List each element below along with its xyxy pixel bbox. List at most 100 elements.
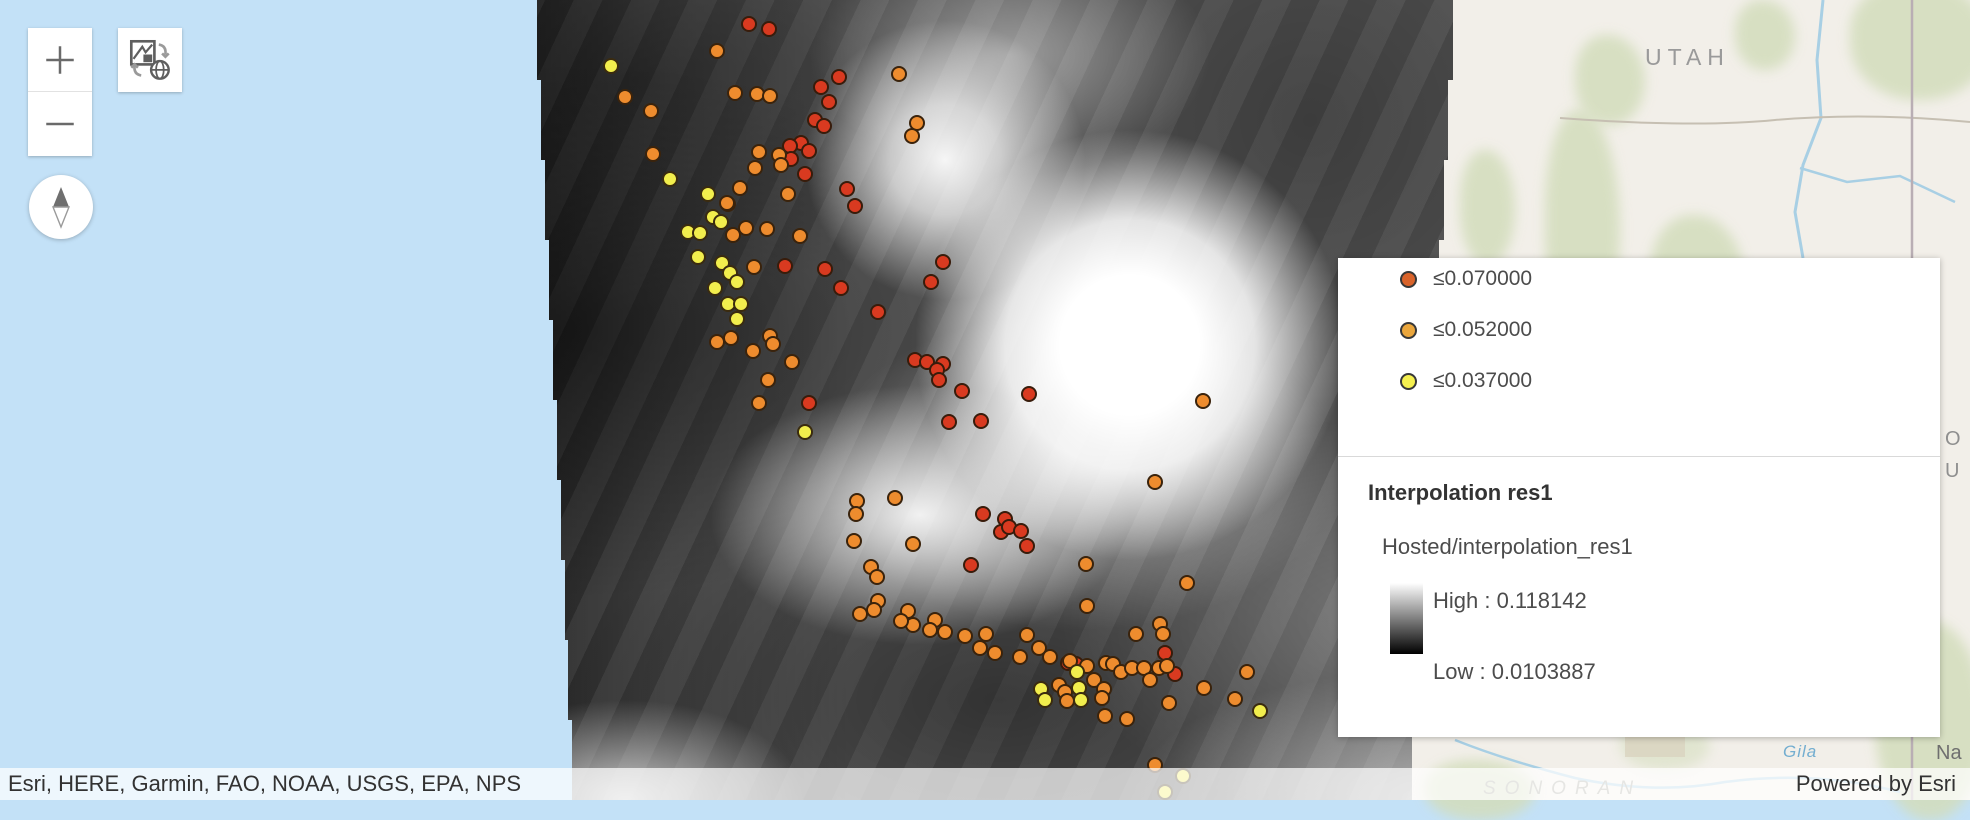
data-point[interactable] [935, 254, 951, 270]
data-point[interactable] [773, 157, 789, 173]
data-point[interactable] [1195, 393, 1211, 409]
zoom-out-button[interactable] [28, 92, 92, 156]
data-point[interactable] [813, 79, 829, 95]
data-point[interactable] [797, 424, 813, 440]
data-point[interactable] [709, 43, 725, 59]
data-point[interactable] [869, 569, 885, 585]
data-point[interactable] [972, 640, 988, 656]
data-point[interactable] [700, 186, 716, 202]
data-point[interactable] [801, 143, 817, 159]
data-point[interactable] [1012, 649, 1028, 665]
data-point[interactable] [759, 221, 775, 237]
data-point[interactable] [1094, 690, 1110, 706]
data-point[interactable] [839, 181, 855, 197]
data-point[interactable] [1227, 691, 1243, 707]
interpolation-raster-layer[interactable] [537, 0, 1453, 800]
data-point[interactable] [1097, 708, 1113, 724]
data-point[interactable] [831, 69, 847, 85]
data-point[interactable] [692, 225, 708, 241]
data-point[interactable] [1179, 575, 1195, 591]
data-point[interactable] [923, 274, 939, 290]
data-point[interactable] [1037, 692, 1053, 708]
data-point[interactable] [792, 228, 808, 244]
data-point[interactable] [746, 259, 762, 275]
data-point[interactable] [745, 343, 761, 359]
data-point[interactable] [931, 372, 947, 388]
data-point[interactable] [723, 330, 739, 346]
data-point[interactable] [937, 624, 953, 640]
data-point[interactable] [847, 198, 863, 214]
data-point[interactable] [866, 602, 882, 618]
data-point[interactable] [848, 506, 864, 522]
data-point[interactable] [1252, 703, 1268, 719]
data-point[interactable] [1147, 474, 1163, 490]
data-point[interactable] [1159, 658, 1175, 674]
data-point[interactable] [1019, 627, 1035, 643]
data-point[interactable] [797, 166, 813, 182]
data-point[interactable] [760, 372, 776, 388]
data-point[interactable] [1155, 626, 1171, 642]
data-point[interactable] [978, 626, 994, 642]
data-point[interactable] [957, 628, 973, 644]
data-point[interactable] [617, 89, 633, 105]
data-point[interactable] [709, 334, 725, 350]
data-point[interactable] [817, 261, 833, 277]
data-point[interactable] [905, 536, 921, 552]
data-point[interactable] [729, 274, 745, 290]
data-point[interactable] [893, 613, 909, 629]
data-point[interactable] [741, 16, 757, 32]
data-point[interactable] [1073, 692, 1089, 708]
data-point[interactable] [870, 304, 886, 320]
data-point[interactable] [975, 506, 991, 522]
data-point[interactable] [1069, 664, 1085, 680]
data-point[interactable] [765, 336, 781, 352]
compass-reset-north-button[interactable] [29, 175, 93, 239]
data-point[interactable] [733, 296, 749, 312]
data-point[interactable] [751, 144, 767, 160]
data-point[interactable] [747, 160, 763, 176]
data-point[interactable] [751, 395, 767, 411]
data-point[interactable] [821, 94, 837, 110]
basemap-toggle-button[interactable] [118, 28, 182, 92]
data-point[interactable] [761, 21, 777, 37]
data-point[interactable] [1021, 386, 1037, 402]
data-point[interactable] [922, 622, 938, 638]
data-point[interactable] [973, 413, 989, 429]
data-point[interactable] [645, 146, 661, 162]
data-point[interactable] [1128, 626, 1144, 642]
data-point[interactable] [1239, 664, 1255, 680]
data-point[interactable] [777, 258, 793, 274]
data-point[interactable] [662, 171, 678, 187]
data-point[interactable] [1196, 680, 1212, 696]
data-point[interactable] [1019, 538, 1035, 554]
data-point[interactable] [738, 220, 754, 236]
data-point[interactable] [816, 118, 832, 134]
data-point[interactable] [801, 395, 817, 411]
data-point[interactable] [719, 195, 735, 211]
data-point[interactable] [987, 645, 1003, 661]
data-point[interactable] [729, 311, 745, 327]
data-point[interactable] [643, 103, 659, 119]
powered-by-esri-link[interactable]: Powered by Esri [1795, 771, 1956, 796]
data-point[interactable] [1142, 672, 1158, 688]
data-point[interactable] [1161, 695, 1177, 711]
data-point[interactable] [963, 557, 979, 573]
data-point[interactable] [941, 414, 957, 430]
data-point[interactable] [727, 85, 743, 101]
data-point[interactable] [954, 383, 970, 399]
data-point[interactable] [603, 58, 619, 74]
data-point[interactable] [1042, 649, 1058, 665]
data-point[interactable] [833, 280, 849, 296]
data-point[interactable] [732, 180, 748, 196]
data-point[interactable] [852, 606, 868, 622]
data-point[interactable] [762, 88, 778, 104]
data-point[interactable] [780, 186, 796, 202]
data-point[interactable] [784, 354, 800, 370]
data-point[interactable] [887, 490, 903, 506]
data-point[interactable] [846, 533, 862, 549]
data-point[interactable] [690, 249, 706, 265]
data-point[interactable] [725, 227, 741, 243]
data-point[interactable] [713, 214, 729, 230]
data-point[interactable] [1119, 711, 1135, 727]
data-point[interactable] [1013, 523, 1029, 539]
